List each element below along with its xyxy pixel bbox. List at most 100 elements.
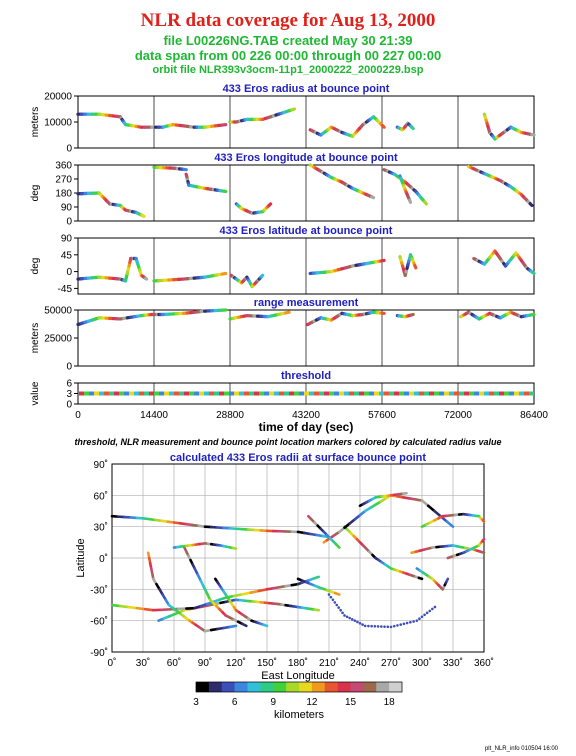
map-track [135, 606, 147, 611]
data-mark [504, 391, 509, 396]
data-mark [304, 391, 309, 396]
x-tick-label: 43200 [292, 410, 320, 421]
data-span: data span from 00 226 00:00 through 00 2… [134, 48, 442, 63]
data-mark [384, 391, 389, 396]
data-mark [334, 391, 339, 396]
map-y-tick-label: -90˚ [90, 647, 108, 659]
map-dot [348, 616, 351, 620]
x-tick-label: 0 [75, 410, 81, 421]
data-mark [494, 391, 499, 396]
map-y-tick-label: 30˚ [94, 522, 108, 534]
map-track [445, 577, 450, 583]
map-track [333, 591, 341, 596]
data-mark [264, 391, 269, 396]
map-dot [353, 619, 357, 622]
map-dot [373, 624, 377, 628]
map-dot [376, 625, 380, 628]
map-track [445, 520, 455, 528]
map-y-tick-label: -30˚ [90, 584, 108, 596]
y-tick-label: 0 [66, 362, 72, 373]
map-track [426, 504, 436, 513]
data-mark [119, 391, 124, 396]
map-track [262, 623, 269, 628]
data-mark [349, 391, 354, 396]
colorbar-label: kilometers [274, 709, 325, 721]
data-mark [114, 391, 119, 396]
panel-title: threshold [281, 370, 331, 382]
y-tick-label: 180 [55, 189, 72, 200]
data-mark [422, 200, 428, 206]
data-mark [319, 391, 324, 396]
data-mark [129, 391, 134, 396]
x-tick-label: 72000 [444, 410, 472, 421]
colorbar-swatch [337, 682, 351, 692]
map-x-tick-label: 300˚ [412, 657, 432, 669]
data-mark [514, 391, 519, 396]
data-mark [267, 202, 273, 207]
data-mark [204, 391, 209, 396]
map-x-tick-label: 360˚ [474, 657, 494, 669]
data-mark [139, 391, 144, 396]
y-tick-label: 0 [66, 217, 72, 228]
data-mark [409, 391, 414, 396]
map-dot [412, 620, 415, 623]
data-mark [499, 391, 504, 396]
y-tick-label: 25000 [44, 334, 72, 345]
data-mark [209, 391, 214, 396]
map-frame [111, 463, 485, 653]
data-mark [79, 391, 84, 396]
map-dot [423, 613, 426, 617]
colorbar-swatch [273, 682, 287, 692]
data-mark [309, 391, 314, 396]
map-track [232, 593, 244, 598]
data-mark [159, 391, 164, 396]
data-mark [414, 391, 419, 396]
map-dot [418, 617, 421, 621]
map-dot [396, 624, 399, 627]
data-mark [370, 195, 376, 200]
data-mark [359, 391, 364, 396]
data-mark [149, 391, 154, 396]
colorbar-swatch [221, 682, 235, 692]
data-mark [354, 391, 359, 396]
data-mark [284, 391, 289, 396]
map-x-axis-label: East Longitude [261, 670, 334, 682]
data-mark [329, 391, 334, 396]
y-axis-label: meters [30, 323, 41, 354]
x-axis-label: time of day (sec) [259, 420, 354, 434]
data-mark [283, 310, 291, 315]
map-track [313, 575, 320, 580]
colorbar-swatch [286, 682, 300, 692]
map-dot [350, 618, 354, 621]
map-track [118, 604, 130, 609]
data-mark [528, 202, 534, 208]
map-x-tick-label: 30˚ [136, 657, 150, 669]
map-dot [399, 623, 402, 626]
colorbar-tick-label: 12 [306, 697, 318, 708]
map-dot [409, 620, 412, 624]
data-mark [199, 391, 204, 396]
map-dot [333, 601, 337, 604]
colorbar-swatch [376, 682, 390, 692]
data-mark [279, 391, 284, 396]
data-mark [394, 391, 399, 396]
map-title: calculated 433 Eros radii at surface bou… [170, 452, 426, 464]
data-mark [434, 391, 439, 396]
map-dot [361, 623, 364, 626]
y-tick-label: 10000 [44, 118, 72, 129]
data-mark [269, 391, 274, 396]
map-track [481, 537, 486, 542]
colorbar-swatch [311, 682, 326, 692]
map-dot [431, 607, 434, 611]
y-tick-label: 50000 [44, 306, 72, 317]
data-mark [224, 391, 229, 396]
map-track [240, 591, 252, 596]
map-dot [363, 624, 367, 628]
data-mark [454, 391, 459, 396]
footer-stamp: plt_NLR_info 010504 16:00 [484, 746, 558, 752]
map-track [127, 605, 139, 610]
map-dot [358, 621, 362, 625]
data-mark [84, 391, 89, 396]
map-dot [337, 606, 340, 609]
